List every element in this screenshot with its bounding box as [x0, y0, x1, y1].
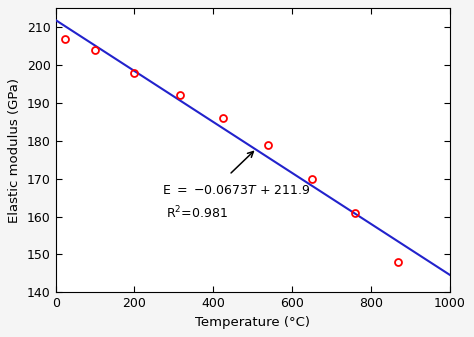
Text: R$^2$=0.981: R$^2$=0.981	[166, 205, 228, 221]
Text: E $=$ $-$0.0673$T$ + 211.9: E $=$ $-$0.0673$T$ + 211.9	[162, 184, 310, 196]
Y-axis label: Elastic modulus (GPa): Elastic modulus (GPa)	[9, 78, 21, 223]
X-axis label: Temperature (°C): Temperature (°C)	[195, 316, 310, 329]
